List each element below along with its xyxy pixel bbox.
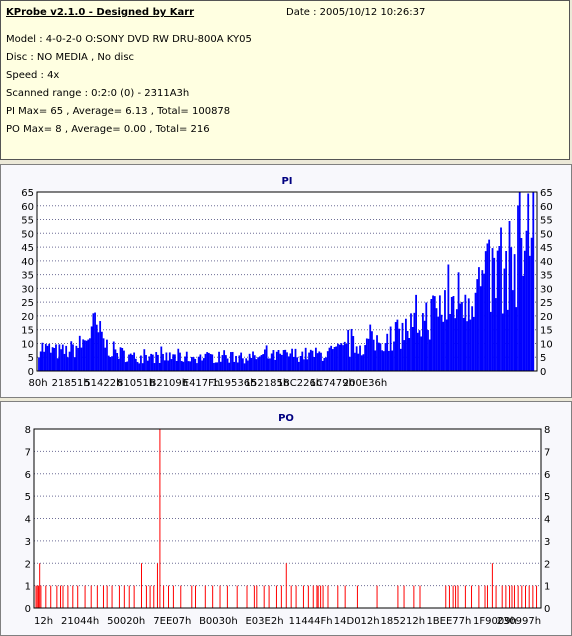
disc-info: Disc : NO MEDIA , No disc (6, 52, 135, 63)
y-tick-label: 20 (21, 312, 34, 323)
x-tick-label: 80h (28, 378, 47, 389)
y-tick-label: 0 (25, 604, 31, 615)
x-tick-label: 152185h (245, 378, 290, 389)
y-tick-label: 2 (25, 559, 31, 570)
x-tick-label: 50020h (107, 616, 145, 627)
y-tick-label: 60 (21, 202, 34, 213)
x-tick-label: E03E2h (245, 616, 283, 627)
y-tick-label: 5 (25, 492, 31, 503)
y-tick-label: 10 (21, 339, 34, 350)
y-tick-label-right: 7 (544, 447, 550, 458)
x-tick-label: 14D012h (334, 616, 380, 627)
plot-border (33, 428, 542, 609)
y-tick-label-right: 0 (540, 367, 546, 378)
x-tick-label: 1F9009h (473, 616, 517, 627)
y-tick-label: 15 (21, 326, 34, 337)
y-tick-label: 35 (21, 271, 34, 282)
y-tick-label: 55 (21, 216, 34, 227)
y-tick-label: 3 (25, 537, 31, 548)
pi-bars (38, 192, 535, 371)
y-tick-label: 7 (25, 447, 31, 458)
y-tick-label-right: 5 (540, 353, 546, 364)
po-chart-panel: PO 0 1 2 3 4 5 6 7 8 0 1 2 3 4 5 6 7 8 12h 21044h 50020h 7EE07… (0, 401, 572, 636)
y-tick-label: 50 (21, 229, 34, 240)
x-tick-label: 18C226h (277, 378, 322, 389)
drive-model: Model : 4-0-2-0 O:SONY DVD RW DRU-800A K… (6, 34, 252, 45)
pi-summary: PI Max= 65 , Average= 6.13 , Total= 1008… (6, 106, 231, 117)
y-tick-label: 25 (21, 298, 34, 309)
y-tick-label-right: 3 (544, 537, 550, 548)
y-tick-label-right: 20 (540, 312, 553, 323)
chart-title: PO (278, 413, 294, 424)
plot-area (34, 429, 541, 608)
y-tick-label-right: 55 (540, 216, 553, 227)
y-tick-label-right: 65 (540, 188, 553, 199)
y-tick-label: 8 (25, 425, 31, 436)
x-tick-label: 1C7479h (310, 378, 355, 389)
y-tick-label-right: 2 (544, 559, 550, 570)
y-tick-label-right: 10 (540, 339, 553, 350)
x-tick-label: 51422h (84, 378, 122, 389)
x-tick-label: 1BEE77h (426, 616, 471, 627)
y-tick-label: 30 (21, 284, 34, 295)
y-tick-label-right: 45 (540, 243, 553, 254)
x-tick-label: 200E36h (343, 378, 387, 389)
x-tick-label: 81051h (117, 378, 155, 389)
y-tick-label-right: 25 (540, 298, 553, 309)
y-tick-label: 1 (25, 582, 31, 593)
y-tick-label-right: 0 (544, 604, 550, 615)
y-tick-label: 0 (28, 367, 34, 378)
x-tick-label: B2109h (149, 378, 188, 389)
y-tick-label: 6 (25, 470, 31, 481)
app-title: KProbe v2.1.0 - Designed by Karr (6, 7, 195, 18)
x-tick-label: B0030h (199, 616, 238, 627)
po-summary: PO Max= 8 , Average= 0.00 , Total= 216 (6, 124, 210, 135)
x-tick-label: 11444Fh (289, 616, 333, 627)
speed-info: Speed : 4x (6, 70, 60, 81)
y-tick-label-right: 30 (540, 284, 553, 295)
y-tick-label-right: 15 (540, 326, 553, 337)
y-tick-label-right: 6 (544, 470, 550, 481)
po-bars (35, 429, 538, 608)
y-tick-label-right: 50 (540, 229, 553, 240)
y-tick-label-right: 5 (544, 492, 550, 503)
x-tick-label: 21851h (52, 378, 90, 389)
y-tick-label-right: 8 (544, 425, 550, 436)
y-tick-label: 5 (28, 353, 34, 364)
plot-border (36, 191, 538, 372)
po-chart: PO 0 1 2 3 4 5 6 7 8 0 1 2 3 4 5 6 7 8 12h 21044h 50020h 7EE07… (25, 413, 551, 627)
x-tick-label: 21044h (61, 616, 99, 627)
y-tick-label-right: 1 (544, 582, 550, 593)
x-tick-label: 119536h (212, 378, 257, 389)
pi-chart-panel: PI 0 0 5 5 10 10 15 15 20 20 25 25 30 30 35 35 40 40 45 45 50… (0, 164, 572, 398)
chart-title: PI (281, 176, 292, 187)
y-tick-label-right: 4 (544, 515, 550, 526)
scan-date: Date : 2005/10/12 10:26:37 (286, 7, 426, 18)
y-tick-label: 45 (21, 243, 34, 254)
x-tick-label: 230997h (497, 616, 542, 627)
scanned-range: Scanned range : 0:2:0 (0) - 2311A3h (6, 88, 190, 99)
y-tick-label: 40 (21, 257, 34, 268)
x-tick-label: E417Fh (183, 378, 221, 389)
x-tick-label: 185212h (381, 616, 426, 627)
y-tick-label-right: 40 (540, 257, 553, 268)
y-tick-label-right: 35 (540, 271, 553, 282)
x-tick-label: 7EE07h (153, 616, 191, 627)
info-panel: KProbe v2.1.0 - Designed by Karr Date : … (0, 0, 570, 160)
y-tick-label-right: 60 (540, 202, 553, 213)
x-tick-label: 12h (34, 616, 53, 627)
y-tick-label: 4 (25, 515, 31, 526)
y-tick-label: 65 (21, 188, 34, 199)
